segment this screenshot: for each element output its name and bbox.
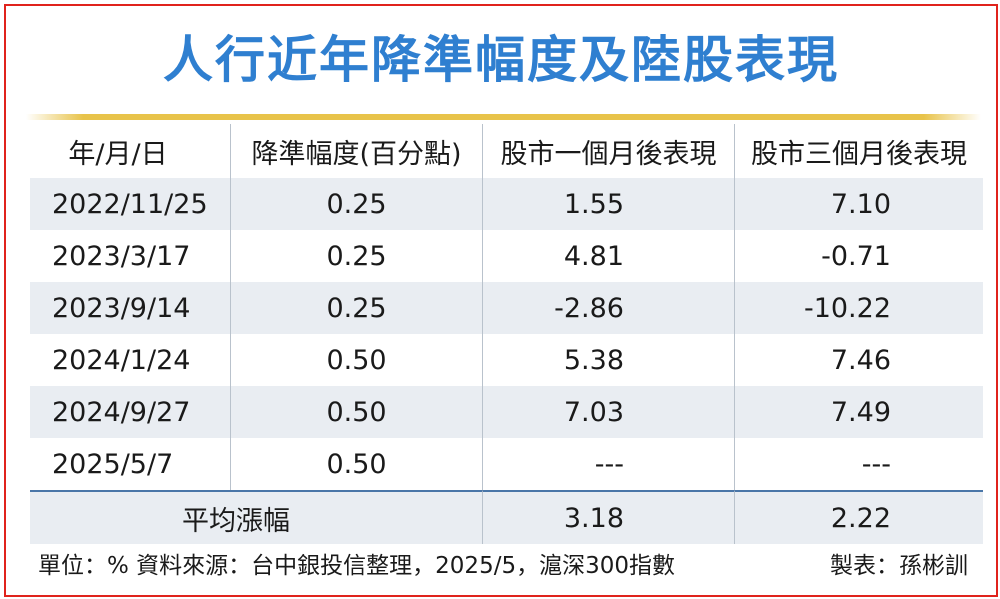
cell-cut: 0.25 [230,282,482,334]
footer: 單位：% 資料來源：台中銀投信整理，2025/5，滬深300指數 製表：孫彬訓 [30,546,972,582]
cell-three-month: -10.22 [734,282,983,334]
table-row: 2022/11/25 0.25 1.55 7.10 [30,178,983,230]
cell-three-month: -0.71 [734,230,983,282]
header-cut: 降準幅度(百分點) [230,124,482,178]
header-one-month: 股市一個月後表現 [482,124,734,178]
cell-cut: 0.25 [230,230,482,282]
cell-one-month: --- [482,438,734,490]
cell-three-month: --- [734,438,983,490]
table-header-row: 年/月/日 降準幅度(百分點) 股市一個月後表現 股市三個月後表現 [30,124,983,178]
cell-one-month: 5.38 [482,334,734,386]
cell-three-month: 7.49 [734,386,983,438]
infographic-frame: 人行近年降準幅度及陸股表現 年/月/日 降準幅度(百分點) 股市一個月後表現 股… [4,4,998,597]
cell-date: 2023/3/17 [52,240,191,272]
author-credit: 製表：孫彬訓 [830,553,968,579]
cell-one-month: 1.55 [482,178,734,230]
cell-cut: 0.50 [230,334,482,386]
cell-date: 2025/5/7 [52,448,174,480]
table-row: 2024/1/24 0.50 5.38 7.46 [30,334,983,386]
cell-date: 2024/1/24 [52,344,191,376]
cell-date: 2023/9/14 [30,282,230,334]
table-row: 2023/9/14 0.25 -2.86 -10.22 [30,282,983,334]
average-three-month: 2.22 [734,490,983,544]
table-row: 2024/9/27 0.50 7.03 7.49 [30,386,983,438]
cell-three-month: 7.10 [734,178,983,230]
header-three-month: 股市三個月後表現 [734,124,983,178]
page-title: 人行近年降準幅度及陸股表現 [163,31,839,89]
cell-date: 2022/11/25 [30,178,230,230]
cell-one-month: 4.81 [482,230,734,282]
cell-date: 2024/9/27 [30,386,230,438]
header-date: 年/月/日 [68,138,168,170]
table-row: 2023/3/17 0.25 4.81 -0.71 [30,230,983,282]
cell-cut: 0.25 [230,178,482,230]
table-row: 2025/5/7 0.50 --- --- [30,438,983,490]
cell-one-month: 7.03 [482,386,734,438]
cell-cut: 0.50 [230,438,482,490]
cell-cut: 0.50 [230,386,482,438]
average-one-month: 3.18 [482,490,734,544]
source-note: 單位：% 資料來源：台中銀投信整理，2025/5，滬深300指數 [38,553,675,579]
title-divider [26,114,981,120]
average-label: 平均漲幅 [30,490,482,544]
average-row: 平均漲幅 3.18 2.22 [30,490,983,544]
cell-one-month: -2.86 [482,282,734,334]
cell-three-month: 7.46 [734,334,983,386]
data-table: 年/月/日 降準幅度(百分點) 股市一個月後表現 股市三個月後表現 2022/1… [30,124,983,544]
